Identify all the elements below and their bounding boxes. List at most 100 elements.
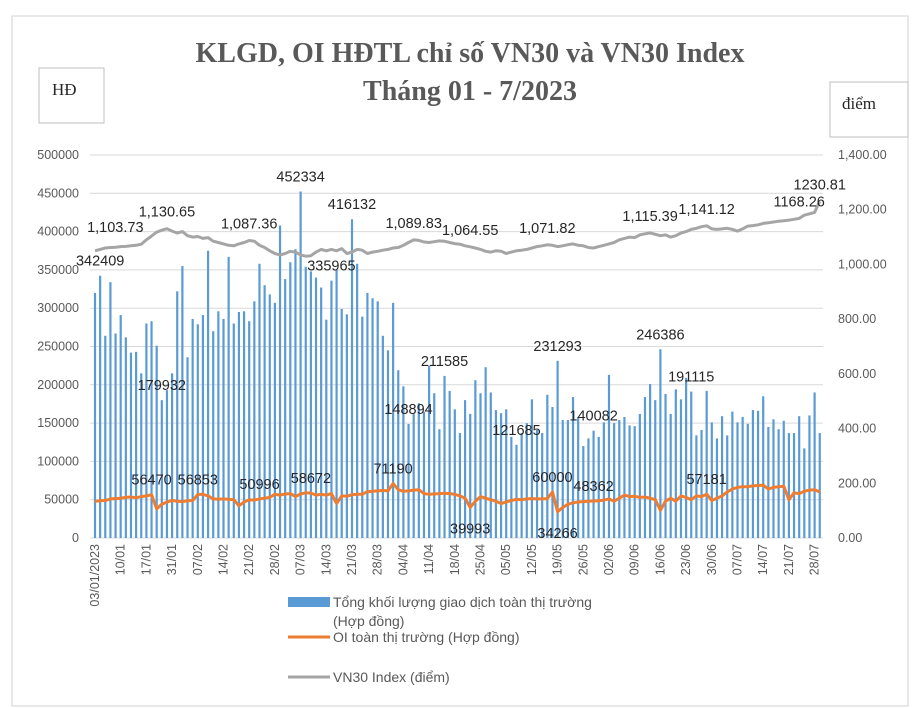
- volume-bar: [582, 446, 585, 538]
- data-label: 1,087.36: [221, 217, 277, 233]
- left-axis: 0 50000 100000 150000 200000 250000 300000 3500…: [37, 148, 79, 545]
- right-tick-label: 200.00: [838, 476, 876, 490]
- volume-bar: [535, 429, 539, 538]
- volume-bar: [731, 411, 734, 538]
- volume-bar: [335, 269, 338, 538]
- volume-bar: [649, 384, 652, 538]
- volume-bar: [366, 292, 369, 538]
- x-tick-label: 07/03: [294, 544, 308, 575]
- data-label: 50996: [239, 477, 279, 493]
- volume-bar: [320, 287, 323, 538]
- volume-bar: [751, 410, 755, 538]
- volume-bar: [597, 436, 600, 538]
- left-unit-label: HĐ: [52, 80, 77, 99]
- left-tick-label: 100000: [37, 454, 79, 468]
- volume-bar: [571, 397, 575, 538]
- volume-bar: [135, 351, 138, 538]
- volume-bar: [124, 337, 127, 538]
- legend: Tổng khối lượng giao dịch toàn thị trườn…: [288, 594, 592, 685]
- volume-bar: [438, 429, 441, 538]
- volume-bar: [268, 294, 271, 538]
- x-tick-label: 28/03: [371, 544, 385, 575]
- volume-bar: [299, 191, 302, 539]
- volume-bar: [494, 410, 498, 538]
- volume-bar: [643, 397, 647, 538]
- volume-bar: [350, 219, 354, 538]
- data-label: 34266: [537, 526, 577, 542]
- volume-bar: [140, 373, 143, 538]
- volume-bar: [469, 413, 472, 538]
- volume-bar: [376, 301, 379, 538]
- volume-bar: [762, 396, 765, 538]
- x-tick-label: 07/02: [191, 544, 205, 575]
- x-tick-label: 07/07: [731, 544, 745, 575]
- volume-bar: [561, 420, 564, 538]
- volume-bar: [525, 423, 528, 538]
- volume-bars: [93, 191, 821, 539]
- data-label: 1,064.55: [442, 223, 498, 239]
- volume-bar: [551, 407, 554, 538]
- volume-bar: [392, 302, 395, 538]
- volume-bar: [114, 333, 117, 538]
- volume-bar: [499, 413, 503, 538]
- volume-bar: [99, 275, 102, 538]
- legend-label-vn30: VN30 Index (điểm): [333, 669, 450, 685]
- volume-bar: [792, 433, 796, 538]
- data-label: 452334: [276, 170, 324, 186]
- data-label: 140082: [569, 409, 617, 425]
- volume-bar: [705, 390, 708, 538]
- data-label: 56470: [131, 473, 171, 489]
- volume-bar: [479, 393, 482, 538]
- data-label: 1,141.12: [678, 202, 734, 218]
- data-label: 342409: [76, 254, 124, 270]
- volume-bar: [505, 409, 508, 538]
- volume-bar: [428, 365, 431, 538]
- volume-bar: [798, 416, 801, 538]
- volume-bar: [186, 357, 189, 538]
- volume-bar: [417, 403, 420, 538]
- chart-title-line-1: KLGD, OI HĐTL chỉ số VN30 và VN30 Index: [196, 38, 745, 69]
- volume-bar: [690, 391, 693, 538]
- volume-bar: [659, 349, 662, 538]
- volume-bar: [402, 386, 405, 538]
- volume-bar: [772, 419, 775, 538]
- x-tick-label: 12/05: [525, 544, 539, 575]
- x-tick-label: 03/01/2023: [88, 544, 102, 607]
- x-tick-label: 31/01: [165, 544, 179, 575]
- right-tick-label: 400.00: [838, 422, 876, 436]
- left-tick-label: 250000: [37, 340, 79, 354]
- left-unit-box: [38, 67, 105, 124]
- left-tick-label: 150000: [37, 416, 79, 430]
- vn30-line: [94, 200, 822, 258]
- x-tick-label: 04/04: [396, 544, 410, 575]
- volume-bar: [330, 280, 333, 538]
- volume-bar: [109, 282, 112, 538]
- volume-bar: [191, 318, 194, 538]
- left-tick-label: 300000: [37, 301, 79, 315]
- data-labels: 342409 179932 452334 335965 416132 148894 2115…: [76, 170, 846, 542]
- volume-bar: [93, 292, 97, 538]
- volume-bar: [463, 400, 467, 538]
- volume-bar: [273, 302, 276, 538]
- data-label: 1168.26: [774, 194, 825, 210]
- data-label: 48362: [573, 479, 613, 495]
- volume-bar: [607, 374, 611, 538]
- volume-bar: [741, 416, 744, 538]
- data-label: 211585: [421, 354, 468, 370]
- x-tick-label: 11/04: [422, 544, 436, 574]
- volume-bar: [314, 277, 318, 538]
- volume-bar: [397, 370, 400, 538]
- left-tick-label: 0: [72, 531, 79, 545]
- legend-swatch-volume: [288, 597, 330, 607]
- volume-bar: [422, 411, 426, 538]
- volume-bar: [448, 390, 451, 538]
- volume-bar: [638, 413, 641, 538]
- left-tick-label: 200000: [37, 378, 79, 392]
- x-tick-label: 18/04: [448, 544, 462, 575]
- volume-bar: [587, 438, 590, 538]
- volume-bar: [309, 271, 312, 538]
- chart-border: [11, 15, 909, 707]
- x-tick-label: 25/04: [474, 544, 488, 575]
- volume-bar: [165, 390, 169, 538]
- volume-bar: [155, 345, 158, 538]
